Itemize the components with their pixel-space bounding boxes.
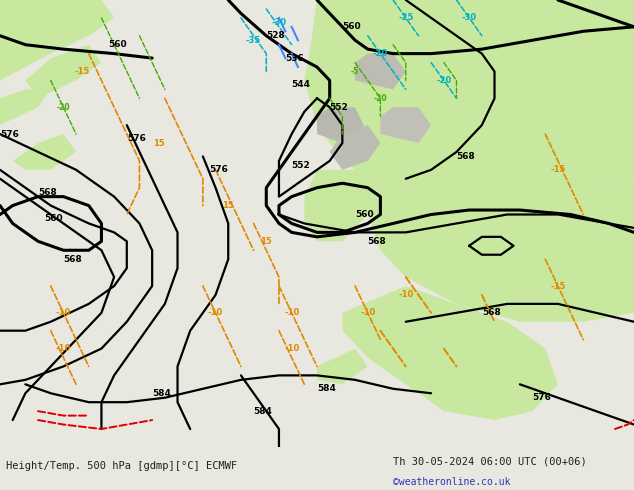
Polygon shape	[355, 53, 406, 89]
Text: 560: 560	[108, 40, 126, 49]
Text: 568: 568	[482, 308, 501, 318]
Polygon shape	[317, 107, 368, 143]
Polygon shape	[380, 107, 431, 143]
Text: 568: 568	[63, 255, 82, 264]
Polygon shape	[304, 0, 634, 215]
Text: 15: 15	[153, 139, 164, 147]
Text: 568: 568	[368, 237, 387, 246]
Polygon shape	[304, 170, 380, 241]
Text: -35: -35	[246, 36, 261, 45]
Text: 560: 560	[342, 23, 361, 31]
Text: -10: -10	[208, 308, 223, 318]
Polygon shape	[317, 348, 368, 384]
Text: -20: -20	[56, 103, 70, 112]
Text: -5: -5	[351, 67, 359, 76]
Text: -25: -25	[398, 13, 413, 23]
Text: -10: -10	[56, 308, 71, 318]
Text: 15: 15	[261, 237, 272, 246]
Text: 576: 576	[533, 393, 552, 402]
Polygon shape	[0, 0, 114, 80]
Polygon shape	[13, 134, 76, 170]
Text: 568: 568	[456, 152, 476, 161]
Text: -15: -15	[550, 281, 566, 291]
Polygon shape	[330, 125, 380, 170]
Text: 552: 552	[330, 103, 349, 112]
Text: -10: -10	[56, 344, 71, 353]
Text: 584: 584	[254, 407, 273, 416]
Text: 552: 552	[292, 161, 311, 170]
Text: -10: -10	[360, 308, 375, 318]
Text: 584: 584	[317, 384, 336, 393]
Text: 528: 528	[266, 31, 285, 40]
Text: ©weatheronline.co.uk: ©weatheronline.co.uk	[393, 477, 510, 487]
Text: 568: 568	[38, 188, 57, 196]
Text: -30: -30	[462, 13, 477, 23]
Text: -20: -20	[436, 76, 451, 85]
Polygon shape	[0, 89, 51, 125]
Text: 576: 576	[0, 129, 19, 139]
Text: 576: 576	[127, 134, 146, 143]
Text: -20: -20	[373, 94, 387, 103]
Text: 576: 576	[209, 165, 228, 174]
Text: 560: 560	[355, 210, 373, 219]
Polygon shape	[368, 179, 634, 322]
Text: 560: 560	[44, 215, 63, 223]
Text: -30: -30	[271, 18, 287, 27]
Text: -10: -10	[284, 308, 299, 318]
Text: -20: -20	[373, 49, 388, 58]
Text: Height/Temp. 500 hPa [gdmp][°C] ECMWF: Height/Temp. 500 hPa [gdmp][°C] ECMWF	[6, 461, 238, 471]
Text: 584: 584	[152, 389, 171, 398]
Text: -10: -10	[284, 344, 299, 353]
Polygon shape	[342, 286, 558, 420]
Text: 544: 544	[292, 80, 311, 89]
Text: -15: -15	[75, 67, 90, 76]
Text: -15: -15	[550, 165, 566, 174]
Text: 15: 15	[223, 201, 234, 210]
Text: Th 30-05-2024 06:00 UTC (00+06): Th 30-05-2024 06:00 UTC (00+06)	[393, 457, 587, 467]
Text: 536: 536	[285, 53, 304, 63]
Text: -10: -10	[398, 291, 413, 299]
Polygon shape	[25, 45, 101, 98]
